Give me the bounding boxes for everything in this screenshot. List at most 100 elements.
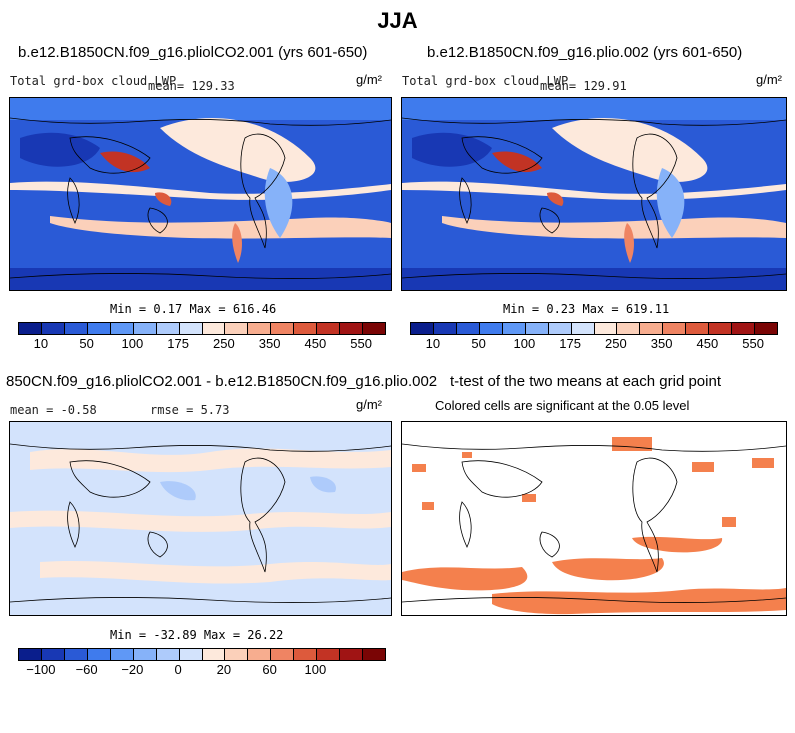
colorbar-cell <box>87 649 111 660</box>
colorbar-cell <box>133 649 157 660</box>
colorbar-cell <box>271 323 295 334</box>
colorbar-cell <box>179 649 203 660</box>
colorbar-cell <box>202 323 226 334</box>
colorbar-tick-label: −100 <box>26 662 56 677</box>
colorbar-cell <box>363 323 385 334</box>
colorbar-cell <box>248 323 272 334</box>
colorbar-cell <box>732 323 756 334</box>
colorbar-tick-label: 450 <box>696 336 719 351</box>
colorbar-cell <box>41 323 65 334</box>
colorbar-cell <box>110 323 134 334</box>
colorbar-tick-label: 50 <box>79 336 94 351</box>
colorbar-cell <box>640 323 664 334</box>
panel2-title: b.e12.B1850CN.f09_g16.plio.002 (yrs 601-… <box>427 44 743 61</box>
colorbar-cell <box>248 649 272 660</box>
panel3-map-svg <box>10 422 391 615</box>
panel2-mean: mean= 129.91 <box>540 79 627 93</box>
panel2-map-svg <box>402 98 786 290</box>
colorbar-cell <box>225 323 249 334</box>
colorbar-cell <box>571 323 595 334</box>
colorbar-tick-label: 250 <box>605 336 627 351</box>
colorbar-cell <box>179 323 203 334</box>
colorbar-cell <box>755 323 777 334</box>
panel1-units: g/m² <box>356 72 382 87</box>
colorbar-cell <box>502 323 526 334</box>
colorbar-cell <box>294 649 318 660</box>
colorbar-cell <box>340 649 364 660</box>
colorbar-tick-label: 450 <box>304 336 327 351</box>
colorbar-cell <box>317 323 341 334</box>
panel3-rmse: rmse = 5.73 <box>150 403 230 417</box>
colorbar-cell <box>64 649 88 660</box>
colorbar-tick-label: 10 <box>33 336 49 351</box>
colorbar-tick-label: 100 <box>121 336 144 351</box>
panel1-variable: Total grd-box cloud LWP <box>10 74 177 88</box>
panel3-map <box>9 421 392 616</box>
colorbar-cell <box>19 323 42 334</box>
colorbar-cell <box>156 649 180 660</box>
colorbar-cell <box>133 323 157 334</box>
panel3-mean: mean = -0.58 <box>10 403 97 417</box>
colorbar-cell <box>617 323 641 334</box>
panel2-units: g/m² <box>756 72 782 87</box>
colorbar-cell <box>594 323 618 334</box>
colorbar-cell <box>525 323 549 334</box>
panel4-map-svg <box>402 422 786 615</box>
colorbar-cell <box>456 323 480 334</box>
colorbar-tick-label: 550 <box>350 336 372 351</box>
colorbar-cell <box>433 323 457 334</box>
panel1-map <box>9 97 392 291</box>
colorbar-tick-label: 10 <box>425 336 441 351</box>
panel1-minmax: Min = 0.17 Max = 616.46 <box>110 302 277 316</box>
panel4-subtitle: Colored cells are significant at the 0.0… <box>435 398 690 413</box>
colorbar-cell <box>19 649 42 660</box>
panel2-map <box>401 97 787 291</box>
panel4-title: t-test of the two means at each grid poi… <box>450 373 721 390</box>
panel1-mean: mean= 129.33 <box>148 79 235 93</box>
colorbar-tick-label: 350 <box>258 336 281 351</box>
colorbar-cell <box>156 323 180 334</box>
page-title: JJA <box>377 8 418 33</box>
colorbar-tick-label: 50 <box>471 336 486 351</box>
panel2-colorbar <box>410 322 778 335</box>
panel1-colorbar <box>18 322 386 335</box>
colorbar-tick-label: 0 <box>174 662 182 677</box>
colorbar-tick-label: −60 <box>75 662 98 677</box>
colorbar-cell <box>64 323 88 334</box>
panel3-colorbar <box>18 648 386 661</box>
colorbar-cell <box>271 649 295 660</box>
colorbar-cell <box>225 649 249 660</box>
colorbar-tick-label: 20 <box>216 662 232 677</box>
panel2-minmax: Min = 0.23 Max = 619.11 <box>503 302 670 316</box>
colorbar-tick-label: 350 <box>650 336 673 351</box>
panel1-title: b.e12.B1850CN.f09_g16.pliolCO2.001 (yrs … <box>18 44 368 61</box>
colorbar-cell <box>479 323 503 334</box>
colorbar-tick-label: −20 <box>121 662 144 677</box>
panel3-minmax: Min = -32.89 Max = 26.22 <box>110 628 284 642</box>
colorbar-tick-label: 175 <box>167 336 189 351</box>
panel3-title: 850CN.f09_g16.pliolCO2.001 - b.e12.B1850… <box>6 373 438 390</box>
colorbar-cell <box>411 323 434 334</box>
colorbar-cell <box>663 323 687 334</box>
colorbar-cell <box>686 323 710 334</box>
colorbar-tick-label: 175 <box>559 336 581 351</box>
colorbar-cell <box>709 323 733 334</box>
colorbar-cell <box>110 649 134 660</box>
colorbar-cell <box>548 323 572 334</box>
colorbar-cell <box>363 649 385 660</box>
colorbar-cell <box>87 323 111 334</box>
panel3-units: g/m² <box>356 397 382 412</box>
colorbar-cell <box>202 649 226 660</box>
colorbar-tick-label: 550 <box>742 336 764 351</box>
panel2-variable: Total grd-box cloud LWP <box>402 74 569 88</box>
colorbar-tick-label: 100 <box>513 336 536 351</box>
colorbar-tick-label: 250 <box>213 336 235 351</box>
colorbar-tick-label: 100 <box>304 662 327 677</box>
colorbar-cell <box>317 649 341 660</box>
colorbar-tick-label: 60 <box>262 662 277 677</box>
colorbar-cell <box>340 323 364 334</box>
panel4-map <box>401 421 787 616</box>
colorbar-cell <box>294 323 318 334</box>
colorbar-cell <box>41 649 65 660</box>
panel1-map-svg <box>10 98 391 290</box>
